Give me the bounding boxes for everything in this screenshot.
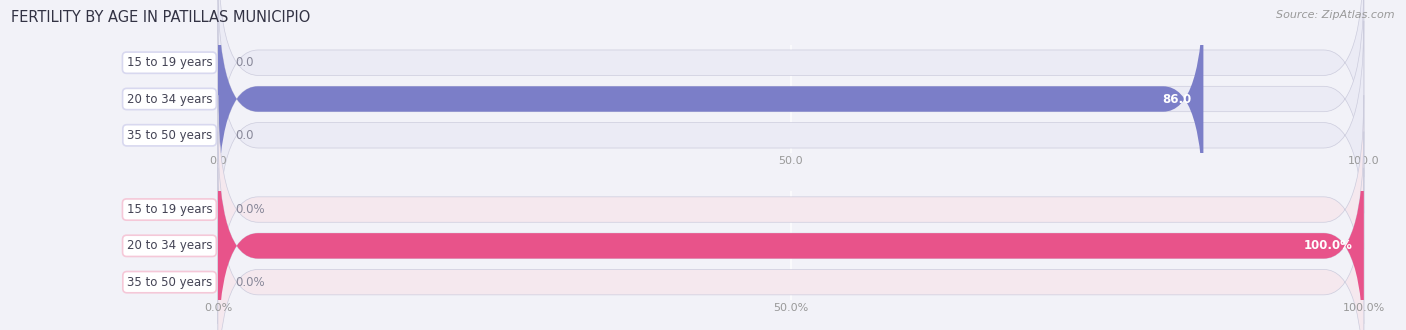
Text: 86.0: 86.0 [1163,92,1192,106]
Text: 0.0: 0.0 [235,56,253,69]
Text: 0.0%: 0.0% [235,203,264,216]
FancyBboxPatch shape [218,168,1364,330]
Text: 20 to 34 years: 20 to 34 years [127,92,212,106]
Text: 15 to 19 years: 15 to 19 years [127,56,212,69]
Text: 35 to 50 years: 35 to 50 years [127,276,212,289]
FancyBboxPatch shape [218,0,1364,177]
Text: 35 to 50 years: 35 to 50 years [127,129,212,142]
FancyBboxPatch shape [218,131,1364,330]
FancyBboxPatch shape [218,0,1364,214]
FancyBboxPatch shape [218,95,1364,324]
FancyBboxPatch shape [218,0,1204,214]
Text: 100.0%: 100.0% [1303,239,1353,252]
FancyBboxPatch shape [218,131,1364,330]
Text: 0.0: 0.0 [235,129,253,142]
Text: 15 to 19 years: 15 to 19 years [127,203,212,216]
FancyBboxPatch shape [218,21,1364,250]
Text: 20 to 34 years: 20 to 34 years [127,239,212,252]
Text: 0.0%: 0.0% [235,276,264,289]
Text: FERTILITY BY AGE IN PATILLAS MUNICIPIO: FERTILITY BY AGE IN PATILLAS MUNICIPIO [11,10,311,25]
Text: Source: ZipAtlas.com: Source: ZipAtlas.com [1277,10,1395,20]
